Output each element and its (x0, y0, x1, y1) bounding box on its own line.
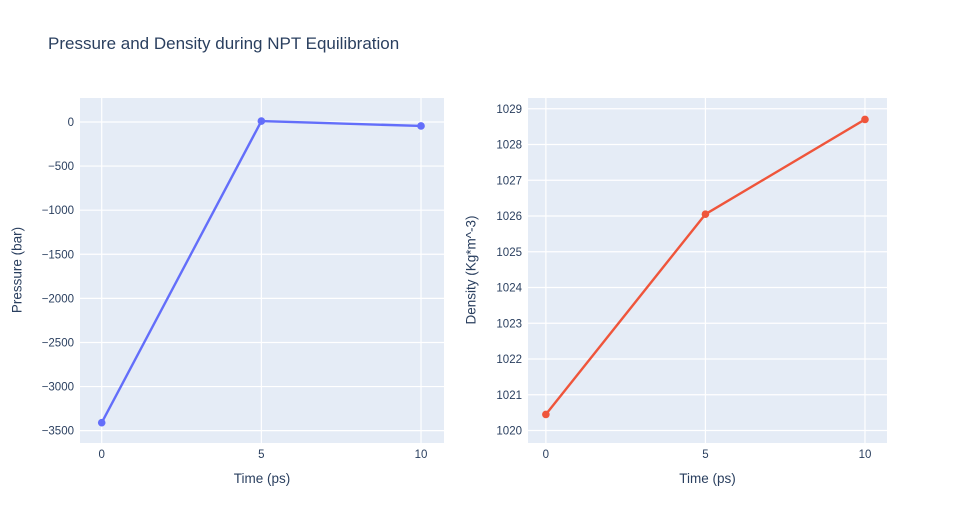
density-y-tick-label: 1026 (496, 211, 522, 223)
pressure-y-tick-label: −2500 (42, 337, 74, 349)
pressure-y-tick-label: −1000 (42, 205, 74, 217)
pressure-x-tick-label: 0 (99, 449, 105, 461)
density-x-tick-label: 5 (702, 449, 708, 461)
density-y-tick-label: 1028 (496, 140, 522, 152)
density-subplot: 1020 1021 1022 1023 1024 1025 1026 1027 1028 1029… (496, 98, 887, 461)
pressure-y-tick-label: −3000 (42, 382, 74, 394)
pressure-y-tick-label: −500 (48, 161, 74, 173)
pressure-data-marker[interactable] (257, 117, 266, 125)
pressure-x-tick-label: 5 (258, 449, 264, 461)
density-data-marker[interactable] (542, 410, 550, 419)
density-x-axis-title: Time (ps) (679, 471, 736, 486)
density-data-marker[interactable] (861, 115, 869, 124)
figure-title: Pressure and Density during NPT Equilibr… (48, 34, 400, 53)
density-y-tick-label: 1022 (496, 354, 522, 366)
density-y-tick-label: 1021 (496, 390, 522, 402)
density-y-tick-label: 1027 (496, 175, 522, 187)
density-y-tick-label: 1023 (496, 318, 522, 330)
pressure-y-tick-label: −3500 (42, 426, 74, 438)
pressure-y-tick-label: 0 (68, 117, 74, 129)
pressure-subplot: 0 −500 −1000 −1500 −2000 −2500 −3000 −3500 0 5 10 (42, 98, 444, 461)
density-x-tick-label: 0 (543, 449, 549, 461)
density-x-tick-label: 10 (859, 449, 872, 461)
pressure-data-marker[interactable] (417, 122, 425, 130)
density-plot-area[interactable] (528, 98, 887, 443)
pressure-x-axis-title: Time (ps) (233, 471, 291, 486)
density-data-marker[interactable] (701, 210, 710, 218)
density-y-axis-title: Density (Kg*m^-3) (463, 215, 479, 325)
pressure-y-axis-title: Pressure (bar) (9, 226, 25, 314)
pressure-plot-area[interactable] (80, 98, 444, 443)
density-y-tick-label: 1020 (496, 426, 522, 438)
pressure-y-tick-label: −1500 (42, 249, 74, 261)
density-y-tick-label: 1029 (496, 104, 522, 116)
pressure-data-marker[interactable] (97, 418, 106, 427)
density-y-tick-label: 1024 (496, 283, 522, 295)
density-y-tick-label: 1025 (496, 247, 522, 259)
pressure-x-tick-label: 10 (415, 449, 428, 461)
pressure-y-tick-label: −2000 (42, 293, 74, 305)
